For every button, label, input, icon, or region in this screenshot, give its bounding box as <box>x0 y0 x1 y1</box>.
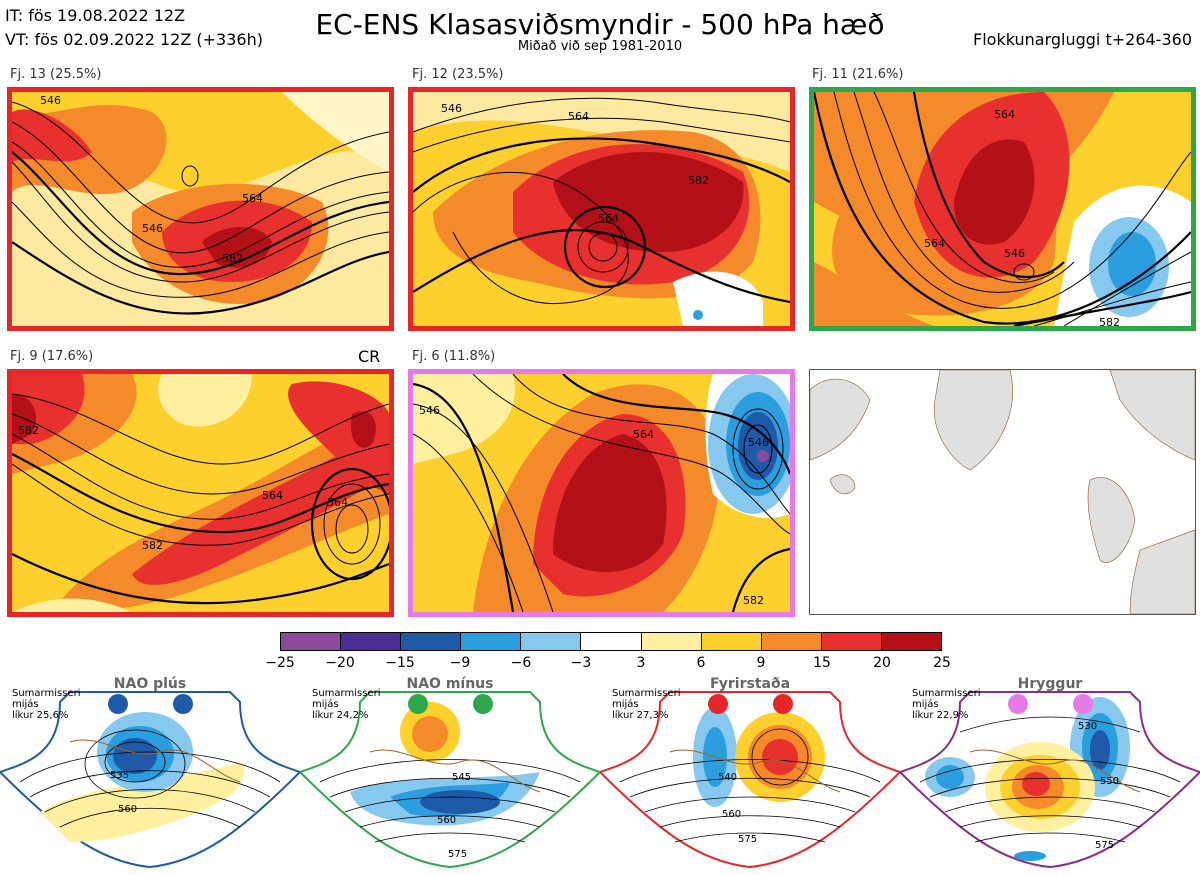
contour-label: 564 <box>568 110 589 123</box>
colorbar-tick: −25 <box>265 655 295 671</box>
cluster-map-2: 546 564 582 564 <box>408 87 795 331</box>
contour-label: 564 <box>598 212 619 225</box>
contour-label: 564 <box>924 237 945 250</box>
regime-ridge: 530 550 575 Hryggur Sumarmisseri mijás l… <box>898 672 1200 871</box>
contour-label: 560 <box>437 815 456 826</box>
contour-label: 564 <box>262 489 283 502</box>
contour-label: 550 <box>1100 776 1119 787</box>
contour-label: 582 <box>222 252 243 265</box>
panel-label: Fj. 13 (25.5%) <box>10 67 102 82</box>
regime-frequency: mijás <box>12 699 39 710</box>
page-title: EC-ENS Klasasviðsmyndir - 500 hPa hæð <box>315 8 885 41</box>
contour-label: 582 <box>688 174 709 187</box>
contour-label: 546 <box>748 436 769 449</box>
contour-label: 564 <box>327 496 348 509</box>
colorbar-swatch <box>761 633 822 650</box>
regime-probability: líkur 24,2% <box>312 710 369 721</box>
contour-label: 564 <box>633 428 654 441</box>
regime-info: Sumarmisseri mijás líkur 27,3% <box>612 688 680 721</box>
contour-label: 582 <box>743 594 764 607</box>
regime-season: Sumarmisseri <box>612 688 681 699</box>
cluster-map-3: 564 546 564 582 <box>809 87 1196 331</box>
contour-label: 530 <box>1078 721 1097 732</box>
contour-label: 564 <box>242 192 263 205</box>
page-subtitle: Miðað við sep 1981-2010 <box>517 39 683 54</box>
regime-frequency: mijás <box>612 699 639 710</box>
colorbar-swatch <box>461 633 522 650</box>
panel-label: Fj. 12 (23.5%) <box>412 67 504 82</box>
contour-label: 535 <box>110 770 129 781</box>
regime-probability: líkur 22,9% <box>912 710 969 721</box>
contour-label: 546 <box>419 404 440 417</box>
colorbar-swatch <box>281 633 342 650</box>
regime-season: Sumarmisseri <box>312 688 381 699</box>
contour-label: 545 <box>452 772 471 783</box>
cluster-map-4: 582 564 564 582 <box>7 369 394 617</box>
contour-label: 546 <box>40 94 61 107</box>
colorbar-tick: 3 <box>636 655 646 671</box>
colorbar <box>280 632 942 651</box>
colorbar-tick: 15 <box>813 655 831 671</box>
contour-label: 560 <box>722 809 741 820</box>
colorbar-swatch <box>581 633 642 650</box>
colorbar-swatch <box>821 633 882 650</box>
regime-nao-minus: 545 560 575 NAO mínus Sumarmisseri mijás… <box>298 672 602 871</box>
panel-label: Fj. 6 (11.8%) <box>412 349 496 364</box>
regime-frequency: mijás <box>912 699 939 710</box>
panel-label: Fj. 11 (21.6%) <box>812 67 904 82</box>
regime-season: Sumarmisseri <box>912 688 981 699</box>
colorbar-tick: −9 <box>449 655 471 671</box>
regime-name: Hryggur <box>1017 676 1083 692</box>
colorbar-tick: 25 <box>933 655 951 671</box>
colorbar-tick: 9 <box>756 655 766 671</box>
colorbar-tick: −20 <box>325 655 355 671</box>
contour-label: 546 <box>441 102 462 115</box>
contour-label: 582 <box>142 539 163 552</box>
panel-label: Fj. 9 (17.6%) <box>10 349 94 364</box>
colorbar-swatch <box>641 633 702 650</box>
colorbar-tick: 6 <box>696 655 706 671</box>
base-map <box>809 369 1196 615</box>
regime-blocking: 540 560 575 Fyrirstaða Sumarmisseri mijá… <box>598 672 902 871</box>
contour-label: 560 <box>118 804 137 815</box>
colorbar-tick: −15 <box>385 655 415 671</box>
valid-time: VT: fös 02.09.2022 12Z (+336h) <box>5 30 263 49</box>
colorbar-swatch <box>701 633 762 650</box>
regime-probability: líkur 27,3% <box>612 710 669 721</box>
regime-probability: líkur 25,6% <box>12 710 69 721</box>
regime-info: Sumarmisseri mijás líkur 24,2% <box>312 688 380 721</box>
colorbar-swatch <box>881 633 942 650</box>
regime-name: NAO plús <box>113 676 187 692</box>
colorbar-tick: −6 <box>510 655 532 671</box>
colorbar-tick: 20 <box>873 655 891 671</box>
contour-label: 575 <box>738 834 757 845</box>
clustering-window: Flokkunargluggi t+264-360 <box>973 30 1192 49</box>
colorbar-swatch <box>341 633 402 650</box>
cr-tag: CR <box>358 347 381 366</box>
regime-season: Sumarmisseri <box>12 688 81 699</box>
cluster-map-1: 546 564 582 546 <box>7 87 394 331</box>
contour-label: 575 <box>448 849 467 860</box>
contour-label: 546 <box>142 222 163 235</box>
initial-time: IT: fös 19.08.2022 12Z <box>5 6 186 25</box>
contour-label: 540 <box>718 772 737 783</box>
regime-nao-plus: 535 560 NAO plús Sumarmisseri mijás líku… <box>0 672 302 871</box>
contour-label: 582 <box>1099 316 1120 326</box>
regime-frequency: mijás <box>312 699 339 710</box>
colorbar-tick: −3 <box>570 655 592 671</box>
contour-label: 546 <box>1004 247 1025 260</box>
contour-label: 564 <box>994 108 1015 121</box>
colorbar-swatch <box>401 633 462 650</box>
contour-label: 582 <box>18 424 39 437</box>
regime-name: NAO mínus <box>406 676 494 692</box>
colorbar-swatch <box>521 633 582 650</box>
regime-info: Sumarmisseri mijás líkur 22,9% <box>912 688 980 721</box>
cluster-map-5: 546 564 546 582 <box>408 369 795 617</box>
regime-name: Fyrirstaða <box>709 676 791 692</box>
contour-label: 575 <box>1095 840 1114 851</box>
regime-info: Sumarmisseri mijás líkur 25,6% <box>12 688 80 721</box>
